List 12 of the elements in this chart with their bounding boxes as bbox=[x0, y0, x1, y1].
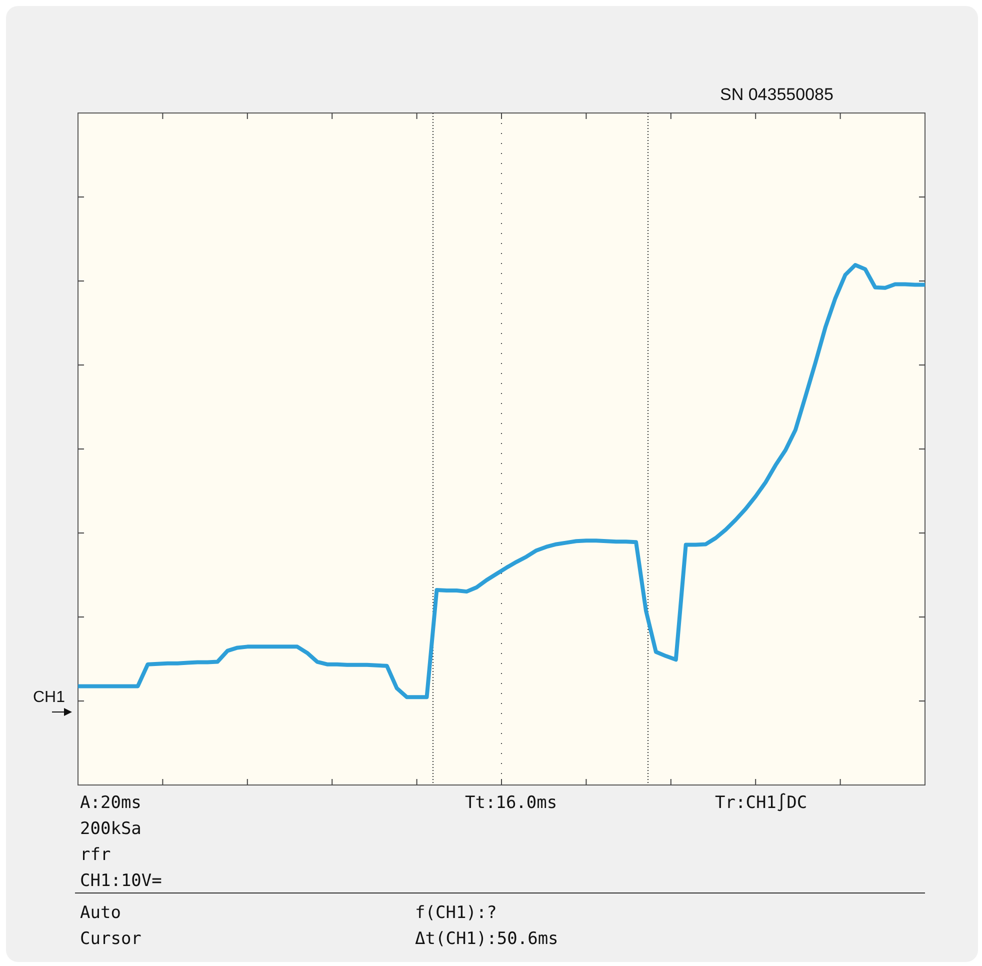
text: rfr bbox=[80, 845, 111, 865]
text: 200kSa bbox=[80, 819, 142, 839]
text: Auto bbox=[80, 903, 121, 923]
text: Cursor bbox=[80, 929, 142, 949]
text: Tt:16.0ms bbox=[465, 793, 558, 813]
text: CH1 bbox=[33, 689, 66, 706]
text: A:20ms bbox=[80, 793, 142, 813]
text: SN 043550085 bbox=[720, 85, 834, 104]
text: CH1:10V= bbox=[80, 871, 162, 891]
text: f(CH1):? bbox=[415, 903, 497, 923]
text: Tr:CH1∫DC bbox=[715, 793, 808, 813]
text: Δt(CH1):50.6ms bbox=[415, 929, 558, 949]
